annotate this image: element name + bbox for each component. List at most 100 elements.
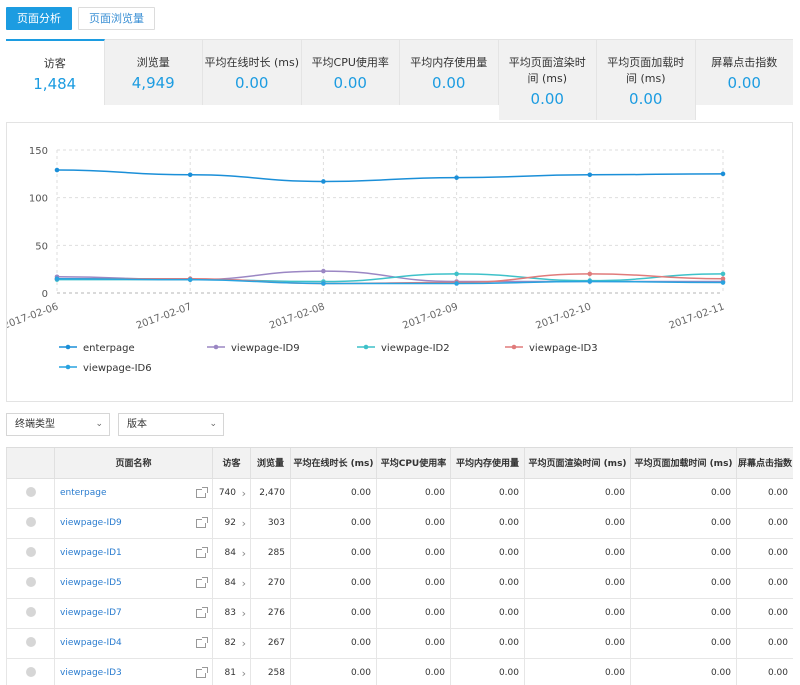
column-header-views[interactable]: 浏览量 [250, 448, 291, 479]
page-name-cell: enterpage [54, 477, 213, 509]
metric-label: 平均页面渲染时间 (ms) [508, 56, 586, 85]
load-cell: 0.00 [630, 567, 737, 599]
table-row[interactable]: viewpage-ID5 84 › 270 0.00 0.00 0.00 0.00 0.00 0.… [6, 567, 793, 599]
tab-page-views[interactable]: 页面浏览量 [78, 7, 155, 30]
column-header-online-time[interactable]: 平均在线时长 (ms) [290, 448, 377, 479]
visitors-cell: 84 › [212, 537, 251, 569]
chevron-right-icon[interactable]: › [241, 546, 246, 560]
data-point-viewpage-ID2 [720, 271, 726, 277]
x-tick-label: 2017-02-08 [268, 301, 326, 331]
page-name-link[interactable]: viewpage-ID3 [60, 668, 122, 678]
click-cell: 0.00 [736, 627, 793, 659]
page-name-link[interactable]: viewpage-ID7 [60, 608, 122, 618]
visitors-value: 84 [224, 548, 236, 558]
metric-card-load-time[interactable]: 平均页面加载时间 (ms) 0.00 [597, 40, 696, 120]
page-name-link[interactable]: viewpage-ID1 [60, 548, 122, 558]
legend-label: viewpage-ID9 [231, 343, 300, 354]
y-tick-label: 100 [29, 194, 48, 205]
legend-marker [363, 344, 369, 350]
row-radio[interactable] [25, 636, 36, 647]
table-row[interactable]: viewpage-ID4 82 › 267 0.00 0.00 0.00 0.00 0.00 0.… [6, 627, 793, 659]
row-radio[interactable] [25, 516, 36, 527]
open-external-icon[interactable] [196, 516, 208, 528]
page-name-link[interactable]: viewpage-ID9 [60, 518, 122, 528]
metric-value: 0.00 [235, 74, 269, 92]
open-external-icon[interactable] [196, 636, 208, 648]
chevron-right-icon[interactable]: › [241, 576, 246, 590]
page-name-link[interactable]: viewpage-ID5 [60, 578, 122, 588]
y-tick-label: 150 [29, 146, 48, 157]
page-name-cell: viewpage-ID4 [54, 627, 213, 659]
click-cell: 0.00 [736, 477, 793, 509]
mem-cell: 0.00 [450, 567, 525, 599]
row-select-cell [6, 627, 55, 659]
column-header-load-time[interactable]: 平均页面加载时间 (ms) [630, 448, 737, 479]
cpu-cell: 0.00 [376, 597, 451, 629]
row-select-cell [6, 567, 55, 599]
chevron-right-icon[interactable]: › [241, 636, 246, 650]
cpu-cell: 0.00 [376, 657, 451, 685]
render-cell: 0.00 [524, 507, 631, 539]
page-name-link[interactable]: viewpage-ID4 [60, 638, 122, 648]
metric-card-memory[interactable]: 平均内存使用量 0.00 [400, 40, 499, 105]
open-external-icon[interactable] [196, 486, 208, 498]
row-radio[interactable] [25, 666, 36, 677]
load-cell: 0.00 [630, 507, 737, 539]
visitors-cell: 84 › [212, 567, 251, 599]
chevron-right-icon[interactable]: › [241, 486, 246, 500]
metric-card-cpu[interactable]: 平均CPU使用率 0.00 [301, 40, 400, 105]
table-row[interactable]: enterpage 740 › 2,470 0.00 0.00 0.00 0.00 0.00 0.… [6, 477, 793, 509]
column-header-page-name[interactable]: 页面名称 [54, 448, 213, 479]
online-cell: 0.00 [290, 627, 377, 659]
open-external-icon[interactable] [196, 546, 208, 558]
data-point-viewpage-ID6 [587, 279, 593, 284]
table-row[interactable]: viewpage-ID9 92 › 303 0.00 0.00 0.00 0.00 0.00 0.… [6, 507, 793, 539]
chevron-right-icon[interactable]: › [241, 666, 246, 680]
row-radio[interactable] [25, 576, 36, 587]
table-row[interactable]: viewpage-ID1 84 › 285 0.00 0.00 0.00 0.00 0.00 0.… [6, 537, 793, 569]
online-cell: 0.00 [290, 537, 377, 569]
chevron-down-icon: ⌄ [95, 419, 103, 429]
click-cell: 0.00 [736, 657, 793, 685]
online-cell: 0.00 [290, 567, 377, 599]
metric-card-click-index[interactable]: 屏幕点击指数 0.00 [695, 40, 793, 105]
row-radio[interactable] [25, 606, 36, 617]
metric-card-visitors[interactable]: 访客 1,484 [6, 39, 105, 105]
x-tick-label: 2017-02-06 [7, 301, 60, 331]
open-external-icon[interactable] [196, 606, 208, 618]
open-external-icon[interactable] [196, 666, 208, 678]
load-cell: 0.00 [630, 627, 737, 659]
row-radio[interactable] [25, 486, 36, 497]
visitors-value: 81 [224, 668, 236, 678]
metric-value: 4,949 [131, 74, 175, 92]
metric-label: 平均内存使用量 [410, 56, 488, 69]
page-name-cell: viewpage-ID3 [54, 657, 213, 685]
metric-card-render-time[interactable]: 平均页面渲染时间 (ms) 0.00 [498, 40, 597, 120]
column-header-visitors[interactable]: 访客 [212, 448, 251, 479]
online-cell: 0.00 [290, 507, 377, 539]
table-row[interactable]: viewpage-ID3 81 › 258 0.00 0.00 0.00 0.00 0.00 0.… [6, 657, 793, 685]
table-row[interactable]: viewpage-ID7 83 › 276 0.00 0.00 0.00 0.00 0.00 0.… [6, 597, 793, 629]
row-select-cell [6, 597, 55, 629]
metric-label: 平均页面加载时间 (ms) [607, 56, 685, 85]
metric-card-views[interactable]: 浏览量 4,949 [104, 40, 203, 105]
column-header-memory[interactable]: 平均内存使用量 [450, 448, 525, 479]
open-external-icon[interactable] [196, 576, 208, 588]
metric-card-online-time[interactable]: 平均在线时长 (ms) 0.00 [203, 40, 302, 105]
chevron-right-icon[interactable]: › [241, 606, 246, 620]
row-radio[interactable] [25, 546, 36, 557]
page-name-link[interactable]: enterpage [60, 488, 107, 498]
column-header-render-time[interactable]: 平均页面渲染时间 (ms) [524, 448, 631, 479]
chevron-right-icon[interactable]: › [241, 516, 246, 530]
version-select[interactable]: 版本 ⌄ [118, 413, 224, 436]
visitors-cell: 82 › [212, 627, 251, 659]
top-tabs: 页面分析 页面浏览量 [6, 7, 155, 30]
column-header-cpu[interactable]: 平均CPU使用率 [376, 448, 451, 479]
terminal-type-select[interactable]: 终端类型 ⌄ [6, 413, 110, 436]
column-header-click-index[interactable]: 屏幕点击指数 [736, 448, 793, 479]
data-point-viewpage-ID6 [321, 281, 326, 286]
tab-page-analysis[interactable]: 页面分析 [6, 7, 72, 30]
render-cell: 0.00 [524, 477, 631, 509]
metric-label: 平均在线时长 (ms) [204, 56, 300, 69]
render-cell: 0.00 [524, 657, 631, 685]
